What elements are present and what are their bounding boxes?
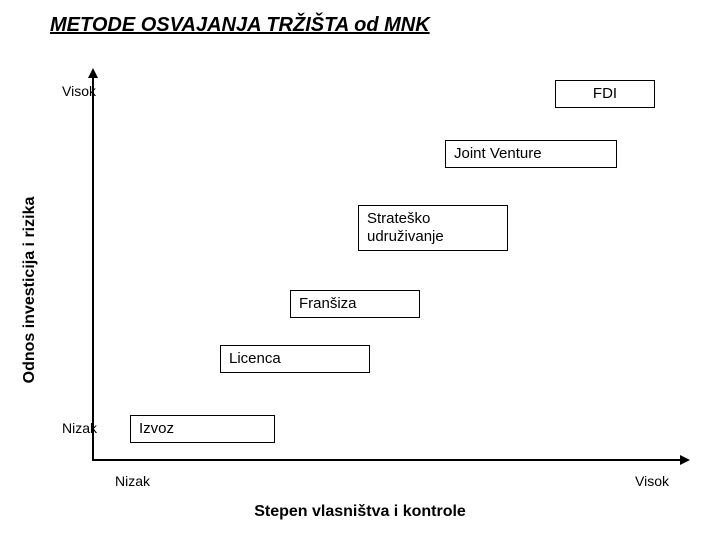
x-axis-label: Stepen vlasništva i kontrole xyxy=(0,503,720,521)
y-axis-label: Odnos investicija i rizika xyxy=(21,197,39,384)
box-joint-venture: Joint Venture xyxy=(445,140,617,168)
x-axis-high-label: Visok xyxy=(635,473,669,489)
box-franchise: Franšiza xyxy=(290,290,420,318)
diagram-page: METODE OSVAJANJA TRŽIŠTA od MNK Odnos in… xyxy=(0,0,720,540)
y-axis-high-label: Visok xyxy=(62,83,96,99)
box-fdi: FDI xyxy=(555,80,655,108)
y-axis-low-label: Nizak xyxy=(62,420,97,436)
page-title: METODE OSVAJANJA TRŽIŠTA od MNK xyxy=(50,14,430,37)
box-strategic-alliance: Strateško udruživanje xyxy=(358,205,508,251)
y-axis xyxy=(92,75,94,460)
box-export: Izvoz xyxy=(130,415,275,443)
box-license: Licenca xyxy=(220,345,370,373)
x-axis xyxy=(92,459,682,461)
x-axis-arrow-icon xyxy=(680,455,690,465)
x-axis-low-label: Nizak xyxy=(115,473,150,489)
y-axis-arrow-icon xyxy=(88,68,98,78)
